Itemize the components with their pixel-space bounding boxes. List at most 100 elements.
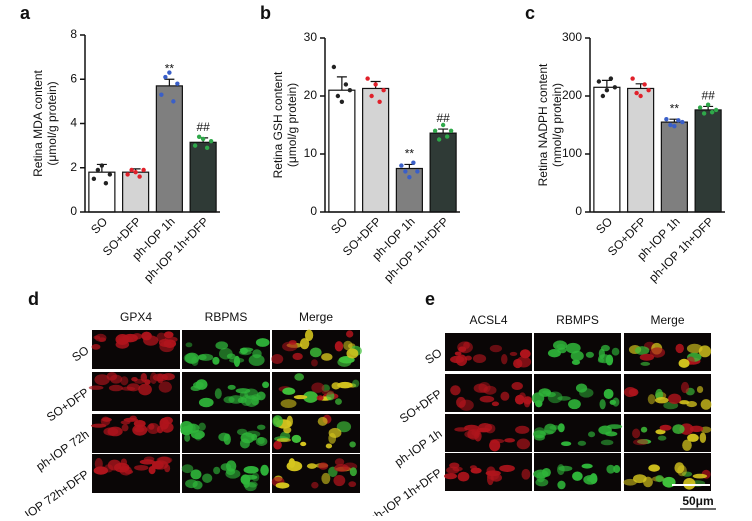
cell: [321, 353, 333, 361]
cell: [255, 338, 270, 347]
cell: [478, 422, 493, 433]
cell: [504, 438, 516, 443]
cell: [472, 354, 487, 364]
data-point: [411, 160, 416, 165]
data-point: [343, 82, 349, 87]
cell: [328, 432, 337, 444]
cell: [198, 397, 214, 408]
cell: [657, 435, 667, 441]
data-point: [163, 74, 168, 80]
cell: [262, 381, 270, 389]
cell: [239, 347, 254, 352]
cell: [291, 434, 302, 443]
cell: [218, 347, 233, 360]
error-bar: [404, 163, 415, 169]
data-point: [103, 181, 109, 186]
significance: ##: [701, 89, 715, 103]
cell: [570, 350, 584, 361]
cell: [680, 381, 690, 394]
bar: [694, 109, 722, 213]
cell: [282, 387, 296, 395]
cell: [318, 462, 329, 470]
cell: [243, 466, 259, 474]
cell: [640, 361, 651, 366]
cell: [115, 333, 130, 345]
y-tick-label: 20: [304, 88, 318, 102]
bar: [627, 87, 655, 213]
cell: [272, 415, 283, 428]
cell: [190, 469, 202, 480]
cell: [180, 421, 193, 433]
cell: [108, 384, 123, 392]
cell: [252, 349, 262, 359]
cell: [93, 335, 101, 340]
cell: [321, 472, 331, 485]
bar: [660, 121, 688, 213]
data-point: [91, 176, 97, 182]
cell: [692, 473, 708, 479]
y-tick-label: 6: [70, 71, 77, 85]
data-point: [676, 118, 681, 123]
cell: [91, 423, 107, 428]
panel-label: c: [525, 3, 535, 23]
y-tick-label: 10: [304, 146, 318, 160]
data-point: [680, 119, 685, 125]
cell: [463, 341, 470, 349]
data-point: [377, 99, 382, 105]
cell: [88, 385, 104, 390]
cell: [304, 329, 314, 341]
data-point: [137, 174, 142, 179]
cell: [120, 458, 128, 467]
data-point: [347, 88, 353, 93]
cell: [515, 425, 530, 434]
cell: [464, 430, 479, 439]
cell: [101, 417, 112, 422]
error-bar: [601, 79, 612, 88]
cell: [245, 430, 261, 438]
y-tick-label: 0: [575, 204, 582, 218]
cell: [185, 342, 193, 348]
data-point: [407, 175, 412, 180]
y-axis-label: Retina NADPH content: [536, 63, 550, 186]
bar: [122, 171, 150, 213]
data-point: [159, 92, 164, 97]
data-point: [335, 93, 341, 99]
cell: [190, 385, 201, 392]
cell: [239, 391, 249, 400]
cell: [129, 415, 137, 421]
data-point: [642, 82, 647, 87]
data-point: [208, 139, 214, 144]
cell: [686, 401, 698, 408]
cell: [598, 425, 612, 435]
cell: [634, 346, 650, 355]
cell: [336, 421, 352, 433]
cell: [121, 424, 129, 432]
cell: [535, 478, 549, 487]
data-point: [600, 93, 606, 99]
cell: [446, 466, 460, 474]
cell: [292, 352, 303, 360]
data-point: [331, 64, 337, 70]
cell: [589, 473, 598, 484]
row-label: ph-IOP 1h+DFP: [366, 466, 444, 516]
cell: [457, 471, 470, 482]
data-point: [167, 70, 172, 75]
cell: [321, 390, 335, 395]
cell: [149, 372, 158, 384]
cell: [148, 423, 155, 430]
cell: [649, 347, 666, 358]
data-point: [608, 76, 614, 81]
cell: [547, 391, 563, 404]
data-point: [448, 128, 454, 133]
cell: [568, 399, 581, 410]
cell: [198, 422, 206, 431]
data-point: [444, 134, 450, 139]
cell: [678, 358, 690, 368]
cell: [454, 351, 462, 356]
bar: [189, 141, 217, 213]
y-axis-label: (μmol/g protein): [285, 83, 299, 167]
cell: [134, 464, 149, 471]
cell: [121, 386, 136, 391]
cell: [581, 463, 593, 469]
